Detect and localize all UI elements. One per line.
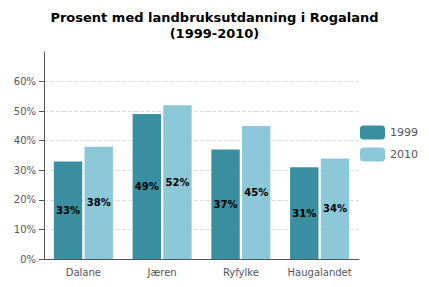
svg-text:37%: 37% bbox=[214, 199, 238, 210]
svg-text:20%: 20% bbox=[14, 194, 36, 205]
svg-text:1999: 1999 bbox=[390, 126, 418, 139]
svg-text:Ryfylke: Ryfylke bbox=[223, 267, 259, 278]
svg-text:Jæren: Jæren bbox=[147, 267, 177, 278]
svg-text:(1999-2010): (1999-2010) bbox=[170, 26, 260, 41]
svg-text:50%: 50% bbox=[14, 106, 36, 117]
svg-text:60%: 60% bbox=[14, 76, 36, 87]
svg-text:30%: 30% bbox=[14, 165, 36, 176]
svg-text:Haugalandet: Haugalandet bbox=[288, 267, 352, 278]
svg-text:34%: 34% bbox=[323, 203, 347, 214]
svg-text:10%: 10% bbox=[14, 224, 36, 235]
svg-text:0%: 0% bbox=[20, 254, 36, 265]
svg-text:Dalane: Dalane bbox=[66, 267, 101, 278]
svg-text:33%: 33% bbox=[56, 205, 80, 216]
svg-text:2010: 2010 bbox=[390, 148, 418, 161]
svg-text:49%: 49% bbox=[135, 181, 159, 192]
svg-text:40%: 40% bbox=[14, 135, 36, 146]
svg-text:Prosent med landbruksutdanning: Prosent med landbruksutdanning i Rogalan… bbox=[50, 10, 378, 25]
svg-text:52%: 52% bbox=[165, 177, 189, 188]
svg-text:31%: 31% bbox=[292, 208, 316, 219]
svg-text:45%: 45% bbox=[244, 187, 268, 198]
svg-text:38%: 38% bbox=[87, 197, 111, 208]
